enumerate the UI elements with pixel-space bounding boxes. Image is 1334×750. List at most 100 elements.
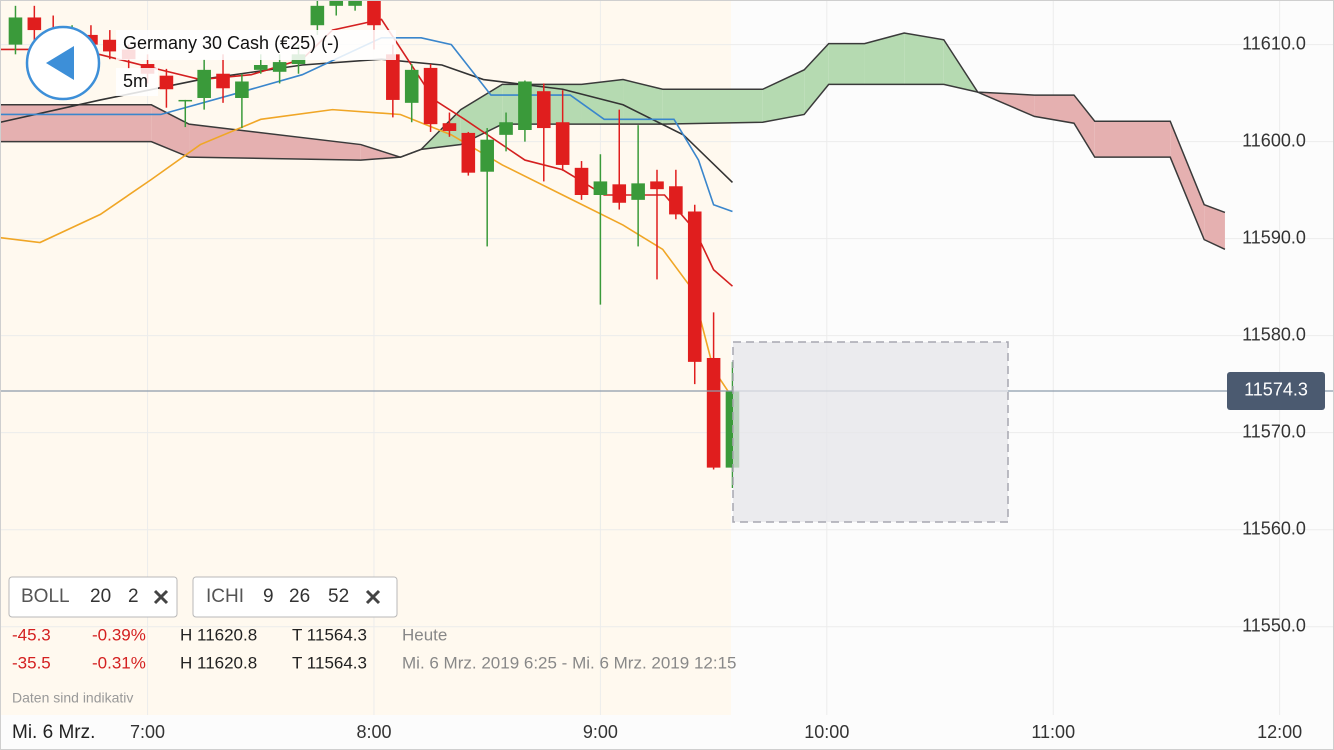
y-tick-label: 11610.0 [1242,33,1306,53]
cloud-fill [1204,204,1225,250]
back-button[interactable] [25,25,101,101]
candle-body [499,122,513,135]
candle-body [442,123,457,131]
change: -35.5 [12,653,51,672]
chip-param: 26 [289,586,310,607]
candle-body [574,167,589,195]
change: -45.3 [12,625,51,644]
candle-body [310,5,325,26]
candle-body [329,0,344,6]
candle-body [518,81,532,130]
candle-body [612,184,627,203]
cloud-fill [1094,121,1171,158]
cloud-fill [904,32,944,85]
candle-body [178,99,193,102]
chip-close-icon[interactable] [365,589,381,605]
chip-close-icon[interactable] [153,589,169,605]
last-price-box [1227,371,1325,410]
candle-body [272,62,287,72]
cloud-fill [1034,95,1074,124]
y-tick-label: 11570.0 [1242,421,1306,441]
cloud-fill [151,104,190,158]
candle-body [650,181,664,190]
low: T 11564.3 [292,625,367,644]
indicator-chip[interactable]: ICHI 9 26 52 [192,576,398,618]
x-tick-label: 7:00 [130,722,165,742]
candle-body [159,75,174,90]
chip-param: 20 [90,586,111,607]
candle-body [687,211,702,362]
period: Heute [402,625,447,644]
low: T 11564.3 [292,653,367,672]
y-tick-label: 11590.0 [1242,227,1306,247]
cloud-fill [828,43,865,85]
indicator-line [0,108,734,399]
chip-frame[interactable] [8,576,178,618]
candle-body [480,139,494,172]
axes: 11550.0 11560.0 11570.0 11580.0 11590.0 11600… [130,33,1325,742]
candle-body [8,17,23,45]
period: Mi. 6 Mrz. 2019 6:25 - Mi. 6 Mrz. 2019 1… [402,653,736,672]
cloud-fill [623,79,663,125]
chip-param: 2 [128,586,139,607]
back-arrow-icon[interactable] [46,46,74,80]
cloud-fill [1170,121,1205,240]
last-price-label: 11574.3 [1244,380,1308,400]
date-label: Mi. 6 Mrz. [12,722,95,743]
cloud-fill [189,124,361,161]
candle-body [253,65,268,70]
selection-box [732,341,1009,523]
cloud-fill [581,79,624,125]
cloud-fill [662,89,763,125]
y-tick-label: 11560.0 [1242,518,1306,538]
cloud-line [0,32,1226,251]
instrument-title: Germany 30 Cash (€25) (-) [123,33,339,53]
interval: 5m [123,71,148,91]
chip-name: BOLL [21,586,70,607]
candle-body [631,183,645,200]
cloud-fill [762,69,805,123]
cloud-fill [804,43,829,115]
cloud-fill [864,32,905,85]
candle-body [669,186,683,215]
candle-body [386,54,400,100]
candle-body [367,0,381,26]
chip-param: 52 [328,586,349,607]
x-tick-label: 11:00 [1031,722,1075,742]
x-tick-label: 8:00 [356,722,391,742]
candle-body [103,39,117,52]
candle-body [706,357,721,468]
interval-backdrop [116,68,158,96]
cloud-fill [460,84,503,145]
candle-body [197,69,211,98]
cloud-line [0,83,1226,214]
indicator-chip[interactable]: BOLL 20 2 [8,576,178,618]
y-tick-label: 11550.0 [1242,615,1306,635]
candle-body [461,132,476,173]
candle-body [404,69,419,103]
candle-body [216,73,230,89]
candle-body [555,122,570,165]
x-tick-label: 12:00 [1257,722,1302,742]
y-tick-label: 11600.0 [1242,130,1306,150]
cloud-fill [1073,95,1095,158]
chip-name: ICHI [206,586,244,607]
candle-body [593,181,608,195]
candle-body [235,81,249,98]
high: H 11620.8 [180,625,257,644]
plot [0,0,1334,488]
y-tick-label: 11580.0 [1242,324,1306,344]
chip-param: 9 [263,586,274,607]
header-backdrop [116,30,396,60]
x-tick-label: 10:00 [804,722,849,742]
high: H 11620.8 [180,653,257,672]
candle-body [27,17,42,31]
change-percent: -0.39% [92,625,146,644]
change-percent: -0.31% [92,653,146,672]
x-tick-label: 9:00 [583,722,618,742]
disclaimer: Daten sind indikativ [12,690,133,706]
candle-body [348,0,362,6]
candle-body [423,67,438,125]
chip-frame[interactable] [192,576,398,618]
